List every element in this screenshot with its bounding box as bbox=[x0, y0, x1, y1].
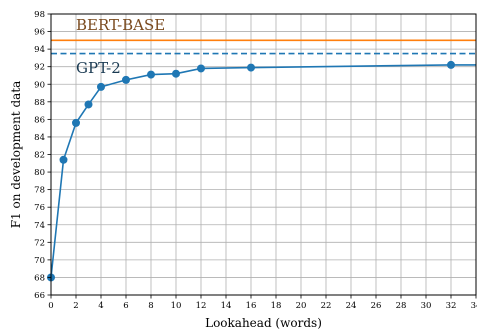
x-tick-label: 16 bbox=[246, 301, 257, 311]
y-tick-label: 82 bbox=[34, 151, 45, 161]
data-point bbox=[72, 118, 80, 127]
x-tick-label: 6 bbox=[123, 301, 128, 311]
x-tick-label: 30 bbox=[421, 301, 432, 311]
data-point bbox=[84, 100, 93, 109]
x-tick-label: 22 bbox=[321, 301, 332, 311]
grid bbox=[50, 13, 477, 296]
data-point bbox=[247, 63, 255, 72]
data-point bbox=[122, 75, 130, 84]
y-tick-label: 80 bbox=[34, 168, 45, 178]
y-tick-label: 90 bbox=[34, 80, 45, 90]
y-axis-label: F1 on development data bbox=[9, 81, 23, 229]
y-tick-label: 96 bbox=[34, 28, 45, 38]
x-tick-label: 28 bbox=[396, 301, 407, 311]
y-tick-label: 74 bbox=[34, 221, 45, 231]
y-tick-label: 72 bbox=[34, 238, 45, 248]
data-point bbox=[97, 82, 105, 91]
x-tick-label: 18 bbox=[271, 301, 282, 311]
y-tick-label: 94 bbox=[34, 45, 45, 55]
data-point bbox=[59, 155, 68, 164]
y-tick-label: 70 bbox=[34, 256, 45, 266]
x-tick-label: 14 bbox=[221, 301, 232, 311]
x-tick-label: 10 bbox=[171, 301, 182, 311]
y-tick-label: 86 bbox=[34, 115, 45, 125]
y-tick-label: 76 bbox=[34, 203, 45, 213]
x-axis-label: Lookahead (words) bbox=[205, 316, 322, 329]
data-point bbox=[447, 60, 455, 69]
y-axis-ticks: 66 68 70 72 74 76 78 80 82 84 86 88 90 92 94 96 98 bbox=[34, 10, 51, 301]
data-point bbox=[197, 64, 205, 73]
x-tick-label: 0 bbox=[48, 301, 53, 311]
annotation-bert-base: BERT-BASE bbox=[76, 16, 165, 34]
y-tick-label: 92 bbox=[34, 63, 45, 73]
data-point bbox=[172, 69, 180, 78]
x-tick-label: 8 bbox=[148, 301, 153, 311]
series-line bbox=[50, 64, 476, 278]
x-tick-label: 32 bbox=[446, 301, 457, 311]
reference-lines bbox=[51, 39, 476, 55]
x-tick-label: 12 bbox=[196, 301, 207, 311]
x-tick-label: 24 bbox=[346, 301, 357, 311]
annotation-gpt-2: GPT-2 bbox=[76, 59, 121, 77]
x-tick-label: 2 bbox=[73, 301, 78, 311]
x-tick-label: 34 bbox=[471, 301, 477, 311]
x-tick-label: 4 bbox=[98, 301, 103, 311]
y-tick-label: 78 bbox=[34, 186, 45, 196]
x-tick-label: 20 bbox=[296, 301, 307, 311]
y-tick-label: 68 bbox=[34, 273, 45, 283]
y-tick-label: 88 bbox=[34, 98, 45, 108]
data-point bbox=[147, 70, 155, 79]
x-tick-label: 26 bbox=[371, 301, 382, 311]
y-tick-label: 66 bbox=[34, 291, 45, 301]
y-tick-label: 84 bbox=[34, 133, 45, 143]
y-tick-label: 98 bbox=[34, 10, 45, 20]
series-group bbox=[47, 60, 476, 282]
x-axis-ticks: 0246810121416182022242628303234 bbox=[48, 295, 477, 311]
